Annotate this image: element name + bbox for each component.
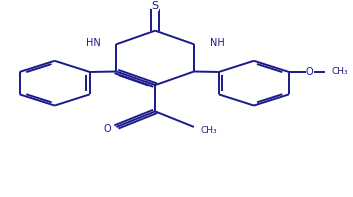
Text: NH: NH — [210, 38, 225, 48]
Text: CH₃: CH₃ — [201, 126, 217, 135]
Text: CH₃: CH₃ — [332, 68, 348, 76]
Text: O: O — [104, 124, 111, 134]
Text: HN: HN — [86, 38, 101, 48]
Text: S: S — [151, 1, 159, 11]
Text: O: O — [306, 67, 313, 77]
